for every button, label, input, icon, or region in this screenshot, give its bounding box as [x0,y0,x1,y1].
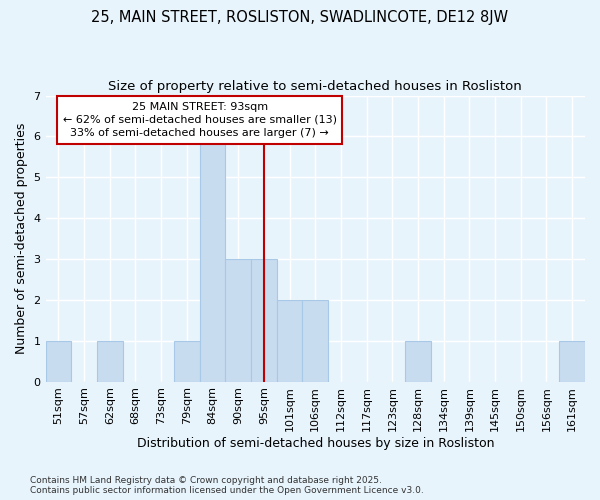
Bar [200,136,226,382]
Bar [302,300,328,382]
Bar [46,340,71,382]
Bar [97,340,122,382]
Bar [251,259,277,382]
Y-axis label: Number of semi-detached properties: Number of semi-detached properties [15,123,28,354]
Bar [174,340,200,382]
X-axis label: Distribution of semi-detached houses by size in Rosliston: Distribution of semi-detached houses by … [137,437,494,450]
Bar [559,340,585,382]
Text: 25 MAIN STREET: 93sqm  
← 62% of semi-detached houses are smaller (13)
33% of se: 25 MAIN STREET: 93sqm ← 62% of semi-deta… [62,102,337,138]
Title: Size of property relative to semi-detached houses in Rosliston: Size of property relative to semi-detach… [109,80,522,93]
Text: Contains HM Land Registry data © Crown copyright and database right 2025.
Contai: Contains HM Land Registry data © Crown c… [30,476,424,495]
Bar [277,300,302,382]
Bar [405,340,431,382]
Text: 25, MAIN STREET, ROSLISTON, SWADLINCOTE, DE12 8JW: 25, MAIN STREET, ROSLISTON, SWADLINCOTE,… [91,10,509,25]
Bar [226,259,251,382]
